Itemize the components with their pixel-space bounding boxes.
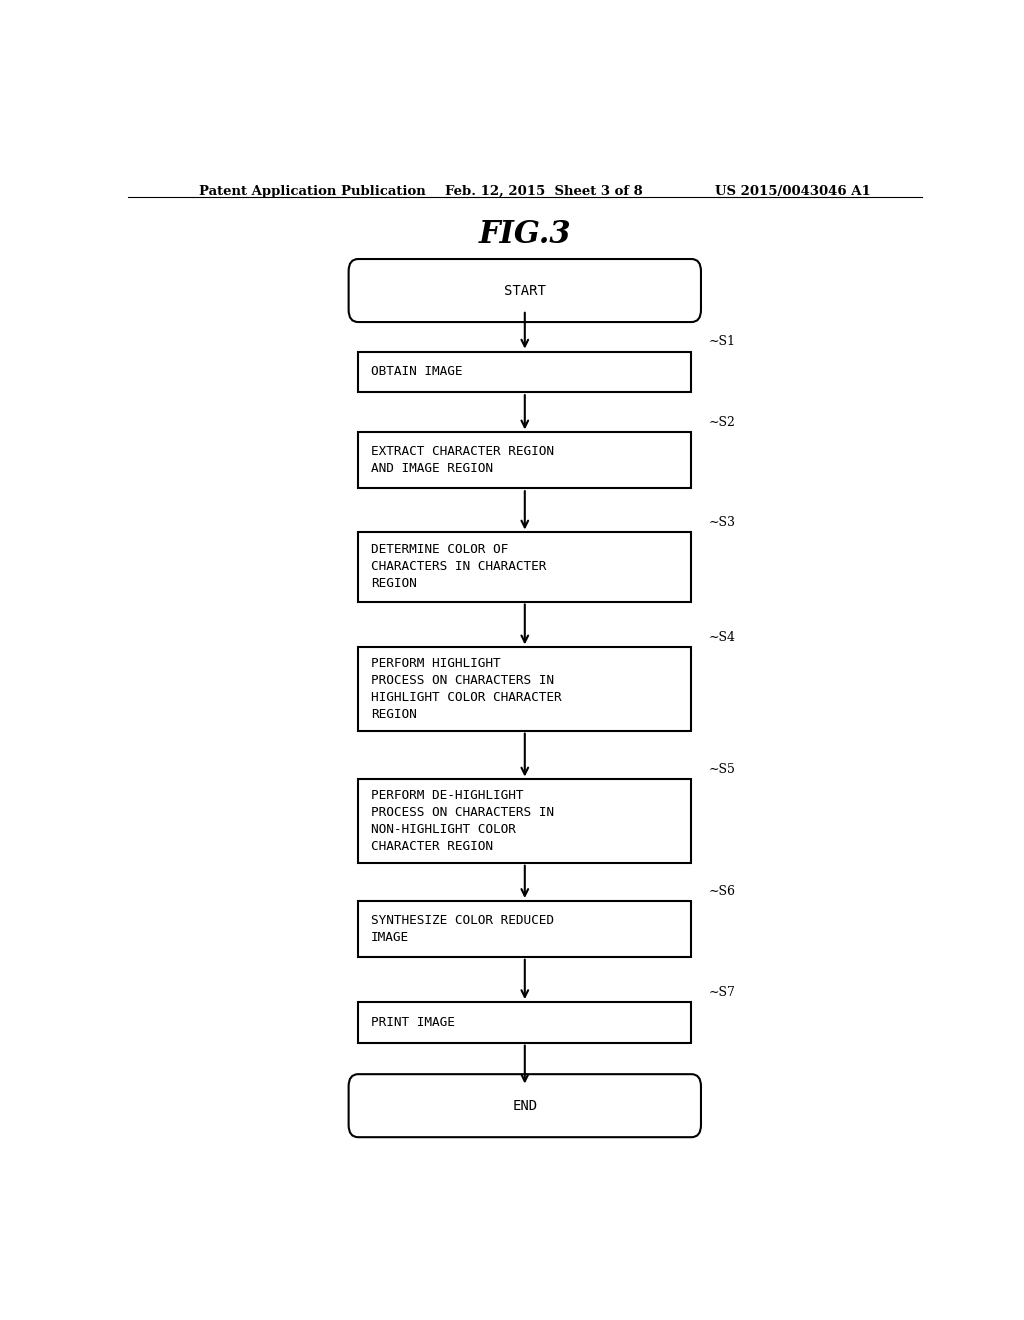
Bar: [358, 351, 691, 392]
Bar: [358, 779, 691, 863]
Bar: [358, 1002, 691, 1043]
Text: START: START: [504, 284, 546, 297]
Text: OBTAIN IMAGE: OBTAIN IMAGE: [371, 366, 463, 379]
Bar: [358, 900, 691, 957]
Text: PRINT IMAGE: PRINT IMAGE: [371, 1016, 455, 1028]
Text: END: END: [512, 1098, 538, 1113]
Text: ∼S1: ∼S1: [709, 335, 736, 348]
FancyBboxPatch shape: [348, 259, 701, 322]
Bar: [358, 433, 691, 488]
Text: US 2015/0043046 A1: US 2015/0043046 A1: [715, 185, 871, 198]
Text: ∼S4: ∼S4: [709, 631, 736, 644]
FancyBboxPatch shape: [348, 1074, 701, 1138]
Text: Feb. 12, 2015  Sheet 3 of 8: Feb. 12, 2015 Sheet 3 of 8: [445, 185, 643, 198]
Bar: [358, 532, 691, 602]
Text: DETERMINE COLOR OF
CHARACTERS IN CHARACTER
REGION: DETERMINE COLOR OF CHARACTERS IN CHARACT…: [371, 544, 546, 590]
Text: PERFORM HIGHLIGHT
PROCESS ON CHARACTERS IN
HIGHLIGHT COLOR CHARACTER
REGION: PERFORM HIGHLIGHT PROCESS ON CHARACTERS …: [371, 657, 561, 721]
Text: Patent Application Publication: Patent Application Publication: [200, 185, 426, 198]
Text: EXTRACT CHARACTER REGION
AND IMAGE REGION: EXTRACT CHARACTER REGION AND IMAGE REGIO…: [371, 445, 554, 475]
Text: FIG.3: FIG.3: [478, 219, 571, 251]
Bar: [358, 647, 691, 731]
Text: PERFORM DE-HIGHLIGHT
PROCESS ON CHARACTERS IN
NON-HIGHLIGHT COLOR
CHARACTER REGI: PERFORM DE-HIGHLIGHT PROCESS ON CHARACTE…: [371, 789, 554, 853]
Text: ∼S7: ∼S7: [709, 986, 736, 999]
Text: ∼S5: ∼S5: [709, 763, 736, 776]
Text: ∼S6: ∼S6: [709, 884, 736, 898]
Text: SYNTHESIZE COLOR REDUCED
IMAGE: SYNTHESIZE COLOR REDUCED IMAGE: [371, 913, 554, 944]
Text: ∼S3: ∼S3: [709, 516, 736, 529]
Text: ∼S2: ∼S2: [709, 416, 736, 429]
